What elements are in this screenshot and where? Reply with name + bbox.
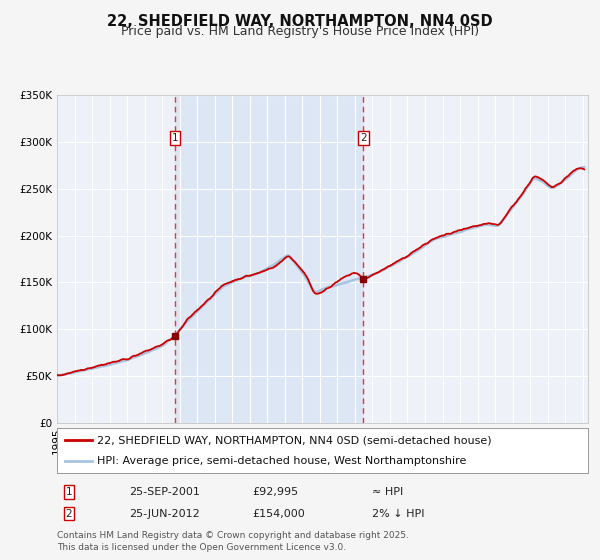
Bar (175, 95, 364, 423)
Text: 25-SEP-2001: 25-SEP-2001 (129, 487, 200, 497)
Text: 25-JUN-2012: 25-JUN-2012 (129, 508, 200, 519)
Text: This data is licensed under the Open Government Licence v3.0.: This data is licensed under the Open Gov… (57, 543, 346, 552)
Text: 22, SHEDFIELD WAY, NORTHAMPTON, NN4 0SD (semi-detached house): 22, SHEDFIELD WAY, NORTHAMPTON, NN4 0SD … (97, 436, 491, 446)
Text: 2% ↓ HPI: 2% ↓ HPI (372, 508, 425, 519)
Text: 22, SHEDFIELD WAY, NORTHAMPTON, NN4 0SD: 22, SHEDFIELD WAY, NORTHAMPTON, NN4 0SD (107, 14, 493, 29)
Text: Price paid vs. HM Land Registry's House Price Index (HPI): Price paid vs. HM Land Registry's House … (121, 25, 479, 38)
Text: HPI: Average price, semi-detached house, West Northamptonshire: HPI: Average price, semi-detached house,… (97, 456, 466, 466)
Text: 2: 2 (360, 133, 367, 143)
Text: £154,000: £154,000 (252, 508, 305, 519)
Text: ≈ HPI: ≈ HPI (372, 487, 403, 497)
Text: 1: 1 (65, 487, 73, 497)
Text: £92,995: £92,995 (252, 487, 298, 497)
Text: 1: 1 (172, 133, 178, 143)
Text: 2: 2 (65, 508, 73, 519)
Text: Contains HM Land Registry data © Crown copyright and database right 2025.: Contains HM Land Registry data © Crown c… (57, 531, 409, 540)
